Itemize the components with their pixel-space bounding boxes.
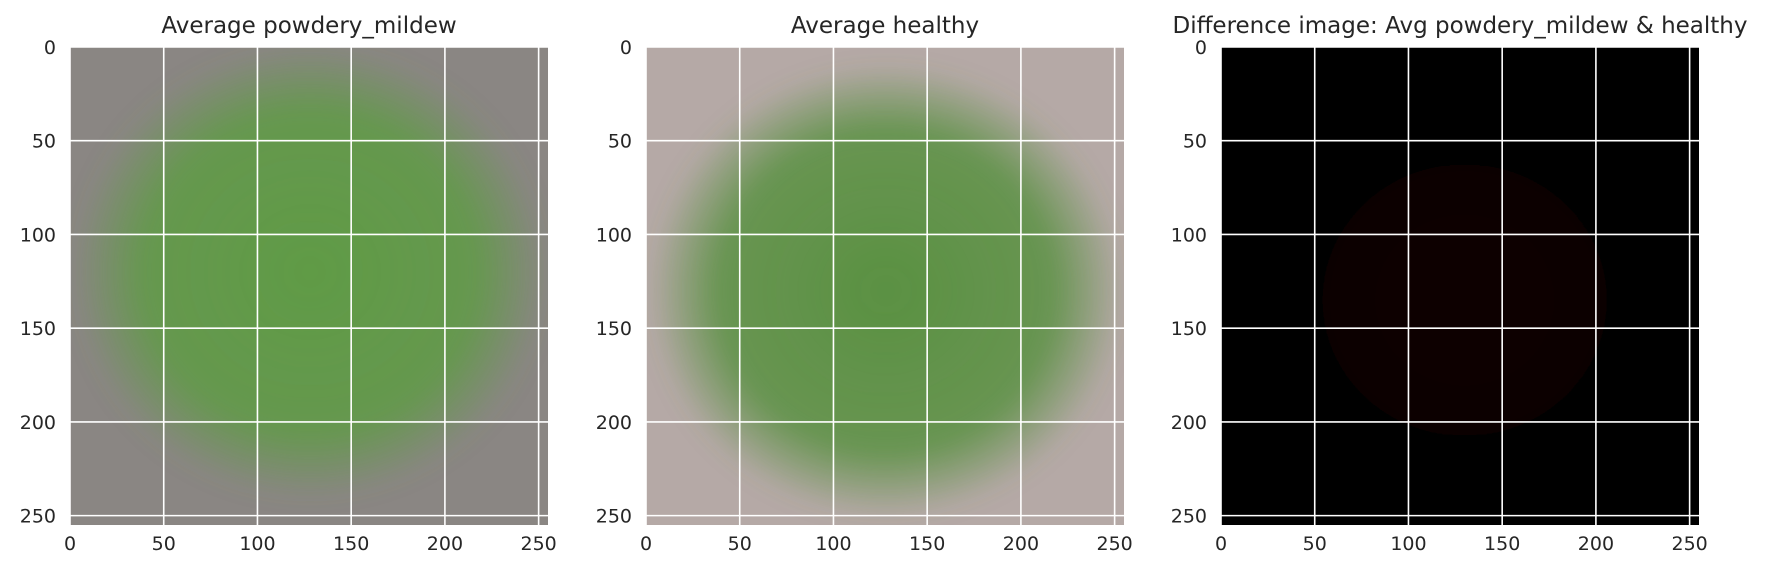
y-tick-label: 250 bbox=[596, 506, 632, 528]
x-tick-label: 50 bbox=[152, 533, 176, 555]
y-tick-label: 200 bbox=[596, 412, 632, 434]
x-tick-label: 0 bbox=[1215, 533, 1227, 555]
x-tick-label: 150 bbox=[1484, 533, 1520, 555]
x-tick-label: 0 bbox=[640, 533, 652, 555]
x-tick-label: 200 bbox=[1578, 533, 1614, 555]
y-tick-label: 0 bbox=[1195, 37, 1207, 59]
leaf-blob bbox=[72, 47, 547, 499]
x-tick-label: 0 bbox=[64, 533, 76, 555]
y-tick-label: 250 bbox=[20, 506, 56, 528]
y-tick-label: 100 bbox=[596, 224, 632, 246]
y-tick-label: 250 bbox=[1171, 506, 1207, 528]
y-tick-label: 50 bbox=[1183, 131, 1207, 153]
x-tick-label: 250 bbox=[1671, 533, 1707, 555]
x-tick-label: 200 bbox=[1003, 533, 1039, 555]
panel-1: Average powdery_mildew 0 50 100 150 200 250 0 50… bbox=[20, 13, 557, 555]
leaf-blob bbox=[648, 63, 1124, 518]
leaf-blob bbox=[1292, 135, 1638, 466]
y-tick-label: 150 bbox=[596, 318, 632, 340]
x-tick-label: 50 bbox=[1303, 533, 1327, 555]
x-tick-label: 50 bbox=[728, 533, 752, 555]
y-tick-label: 200 bbox=[1171, 412, 1207, 434]
y-tick-label: 150 bbox=[20, 318, 56, 340]
y-tick-label: 100 bbox=[20, 224, 56, 246]
panel-2: Average healthy 0 50 100 150 200 250 0 50 100 150 2… bbox=[596, 13, 1133, 555]
x-tick-label: 150 bbox=[909, 533, 945, 555]
x-tick-label: 250 bbox=[520, 533, 556, 555]
y-tick-label: 0 bbox=[620, 37, 632, 59]
panel-title: Average healthy bbox=[791, 13, 979, 39]
panel-3: Difference image: Avg powdery_mildew & h… bbox=[1171, 13, 1748, 555]
y-tick-label: 50 bbox=[608, 131, 632, 153]
y-tick-label: 50 bbox=[32, 131, 56, 153]
x-tick-label: 250 bbox=[1096, 533, 1132, 555]
x-tick-label: 200 bbox=[427, 533, 463, 555]
y-tick-label: 0 bbox=[44, 37, 56, 59]
panel-title: Average powdery_mildew bbox=[161, 13, 456, 39]
y-tick-label: 100 bbox=[1171, 224, 1207, 246]
panel-title: Difference image: Avg powdery_mildew & h… bbox=[1172, 13, 1747, 39]
x-tick-label: 100 bbox=[239, 533, 275, 555]
x-tick-label: 100 bbox=[1390, 533, 1426, 555]
y-tick-label: 150 bbox=[1171, 318, 1207, 340]
y-tick-label: 200 bbox=[20, 412, 56, 434]
x-tick-label: 150 bbox=[333, 533, 369, 555]
x-tick-label: 100 bbox=[815, 533, 851, 555]
